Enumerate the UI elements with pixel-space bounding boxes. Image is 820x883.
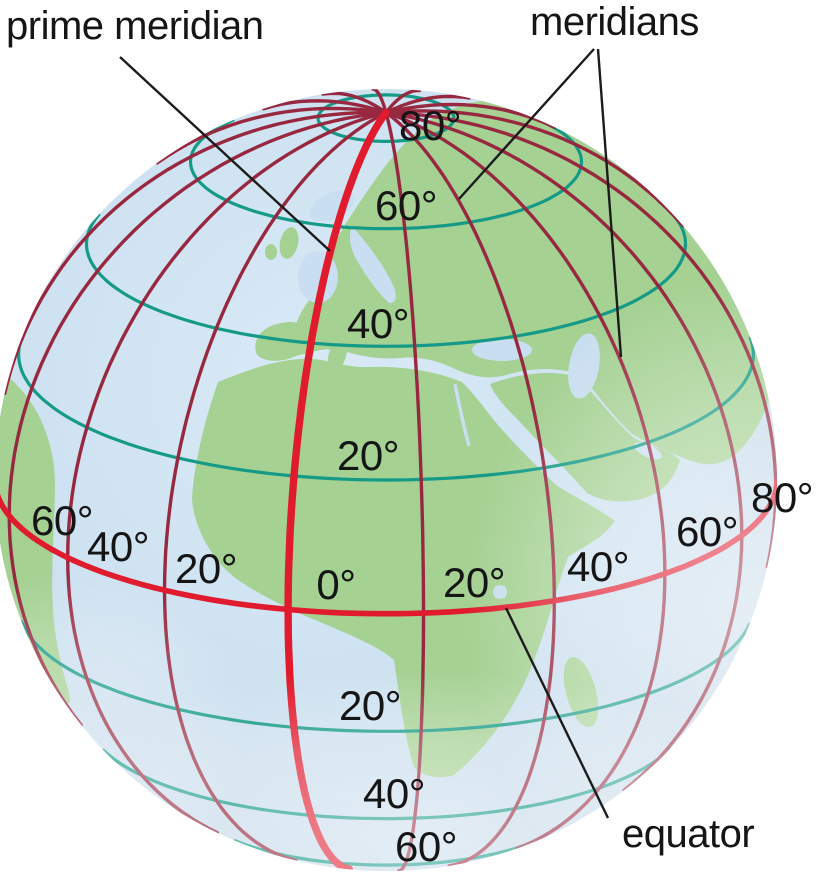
meridian-120 (384, 109, 685, 228)
lat-label-20s: 20° (338, 682, 402, 729)
pointer-line-meridians-left (458, 48, 595, 200)
meridian--80 (3, 110, 388, 395)
lat-label-20n: 20° (336, 432, 400, 479)
lon-label-0: 0° (316, 561, 356, 608)
lat-label-40s: 40° (362, 770, 426, 817)
meridian--120 (262, 99, 388, 115)
label-meridians: meridians (530, 0, 699, 44)
pointer-line-equator (504, 607, 610, 819)
meridian-140 (384, 102, 557, 129)
baltic-sea (349, 226, 396, 304)
lat-label-60s: 60° (394, 823, 458, 870)
pointer-line-meridians-right (596, 48, 623, 358)
nile-river (453, 383, 471, 447)
lon-label-20w: 20° (174, 545, 238, 592)
pointer-line-prime-meridian (119, 56, 331, 252)
lon-label-40w: 40° (86, 523, 150, 570)
meridian--180 (384, 89, 422, 115)
callout-pointer-lines (119, 48, 623, 819)
lon-label-80e: 80° (750, 474, 814, 521)
label-equator: equator (622, 812, 755, 856)
label-prime-meridian: prime meridian (6, 4, 264, 48)
meridian-160 (384, 94, 471, 115)
landmass-ireland (265, 244, 277, 260)
meridian--100 (155, 106, 388, 165)
lon-label-40e: 40° (566, 543, 630, 590)
landmass-britain (279, 227, 299, 259)
lat-label-80n: 80° (398, 102, 462, 149)
lat-label-40n: 40° (346, 300, 410, 347)
lon-label-60w: 60° (30, 497, 94, 544)
meridian--160 (371, 89, 388, 115)
lon-label-20e: 20° (442, 559, 506, 606)
meridian--140 (321, 91, 388, 115)
lat-label-60n: 60° (374, 182, 438, 229)
lon-label-60e: 60° (675, 508, 739, 555)
parallel-40 (84, 211, 688, 348)
landmass-italy (327, 345, 347, 376)
